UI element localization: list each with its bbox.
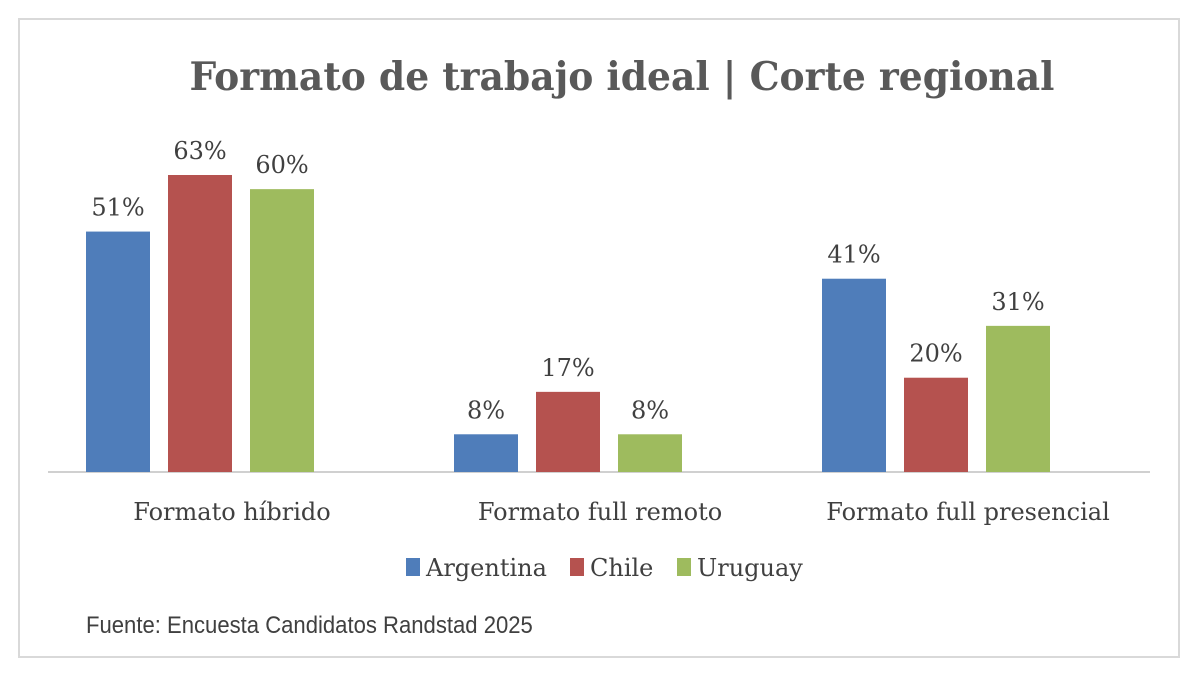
data-label: 51% [91, 194, 144, 222]
data-label: 60% [255, 151, 308, 179]
data-label: 31% [991, 288, 1044, 316]
legend-label: Argentina [425, 554, 547, 582]
category-label: Formato full remoto [478, 498, 722, 526]
category-label: Formato híbrido [133, 498, 331, 526]
bar-argentina [454, 434, 518, 472]
legend-swatch-argentina [406, 558, 420, 576]
bar-chile [168, 175, 232, 472]
data-label: 20% [909, 340, 962, 368]
legend-label: Chile [590, 554, 653, 582]
data-label: 41% [827, 241, 880, 269]
legend-label: Uruguay [697, 554, 803, 582]
bar-uruguay [986, 325, 1050, 472]
legend: Argentina Chile Uruguay [406, 554, 803, 582]
source-note: Fuente: Encuesta Candidatos Randstad 202… [86, 612, 533, 639]
legend-swatch-chile [570, 558, 584, 576]
data-label: 63% [173, 137, 226, 165]
bar-uruguay [250, 189, 314, 472]
bar-chile [904, 377, 968, 472]
bar-uruguay [618, 434, 682, 472]
chart-frame [18, 18, 1180, 658]
bar-argentina [86, 231, 150, 472]
chart-title: Formato de trabajo ideal | Corte regiona… [190, 54, 1055, 100]
category-label: Formato full presencial [826, 498, 1110, 526]
legend-swatch-uruguay [677, 558, 691, 576]
data-label: 8% [467, 396, 505, 424]
data-label: 17% [541, 354, 594, 382]
bar-argentina [822, 278, 886, 472]
bar-chile [536, 391, 600, 472]
data-label: 8% [631, 396, 669, 424]
